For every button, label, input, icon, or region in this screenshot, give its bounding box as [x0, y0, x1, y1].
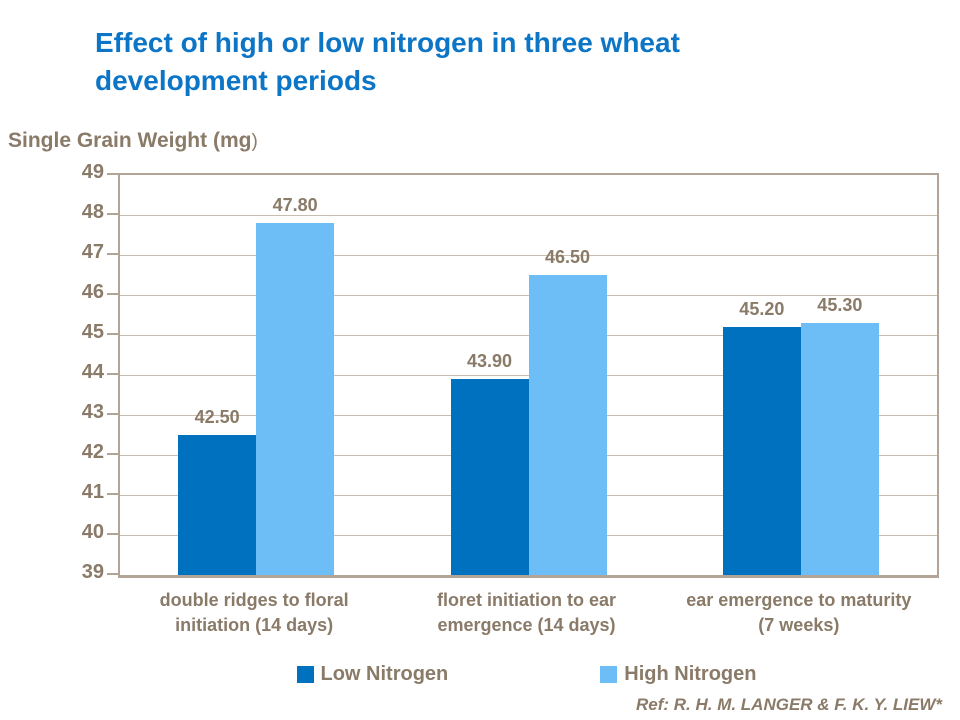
gridline-47: [120, 255, 937, 256]
y-axis-title-text: Single Grain Weight (mg: [8, 129, 252, 152]
y-tick-mark-45: [107, 333, 118, 335]
y-tick-mark-48: [107, 213, 118, 215]
legend-item-low-nitrogen: Low Nitrogen: [296, 663, 449, 686]
y-tick-label-47: 47: [81, 241, 104, 263]
y-axis-tick-labels: 49 48 47 46 45 44 43 42 41 40 39: [0, 161, 104, 583]
y-tick-label-45: 45: [81, 321, 104, 343]
x-axis-category-labels: double ridges to floral initiation (14 d…: [118, 588, 935, 638]
legend: Low Nitrogen High Nitrogen: [118, 663, 935, 686]
bar-value-label-low-nitrogen-0: 42.50: [194, 407, 240, 427]
y-tick-label-42: 42: [81, 441, 104, 463]
x-category-label-2: ear emergence to maturity (7 weeks): [686, 590, 912, 635]
bar-high-nitrogen-0: [256, 223, 335, 575]
y-tick-label-40: 40: [81, 521, 104, 543]
bar-value-label-high-nitrogen-0: 47.80: [272, 195, 318, 215]
legend-label: Low Nitrogen: [320, 663, 449, 685]
y-tick-mark-42: [107, 453, 118, 455]
y-tick-mark-46: [107, 293, 118, 295]
y-axis-title-paren: ): [251, 131, 258, 152]
y-tick-label-39: 39: [81, 561, 104, 583]
y-tick-mark-39: [107, 573, 118, 575]
bar-low-nitrogen-0: [178, 435, 257, 575]
y-tick-mark-43: [107, 413, 118, 415]
plot-area: 42.50 47.80 43.90 46.50 45.20 45.30: [118, 173, 939, 578]
gridline-48: [120, 215, 937, 216]
bar-low-nitrogen-1: [450, 379, 529, 575]
y-tick-label-49: 49: [81, 161, 104, 183]
x-category-label-1: floret initiation to ear emergence (14 d…: [436, 590, 616, 635]
legend-item-high-nitrogen: High Nitrogen: [600, 663, 756, 686]
bar-high-nitrogen-1: [528, 275, 607, 575]
bar-value-label-low-nitrogen-2: 45.20: [739, 299, 785, 319]
x-category-label-0: double ridges to floral initiation (14 d…: [159, 590, 349, 635]
y-tick-label-43: 43: [81, 401, 104, 423]
y-tick-label-41: 41: [81, 481, 104, 503]
y-tick-label-46: 46: [81, 281, 104, 303]
bar-value-label-low-nitrogen-1: 43.90: [466, 351, 513, 371]
chart-title: Effect of high or low nitrogen in three …: [95, 27, 680, 96]
bar-high-nitrogen-2: [800, 323, 879, 575]
legend-swatch-icon: [296, 666, 314, 683]
y-tick-mark-47: [107, 253, 118, 255]
legend-swatch-icon: [600, 666, 618, 683]
legend-label: High Nitrogen: [624, 663, 757, 685]
bar-low-nitrogen-2: [722, 327, 801, 575]
y-tick-mark-41: [107, 493, 118, 495]
bar-value-label-high-nitrogen-2: 45.30: [817, 295, 863, 315]
reference-text: Ref: R. H. M. LANGER & F. K. Y. LIEW*: [635, 695, 942, 714]
y-tick-mark-49: [107, 173, 118, 175]
y-tick-mark-44: [107, 373, 118, 375]
y-tick-label-44: 44: [81, 361, 104, 383]
y-tick-label-48: 48: [81, 201, 104, 223]
y-axis-title: Single Grain Weight (mg): [8, 129, 258, 153]
bar-value-label-high-nitrogen-1: 46.50: [544, 247, 591, 267]
y-tick-mark-40: [107, 533, 118, 535]
